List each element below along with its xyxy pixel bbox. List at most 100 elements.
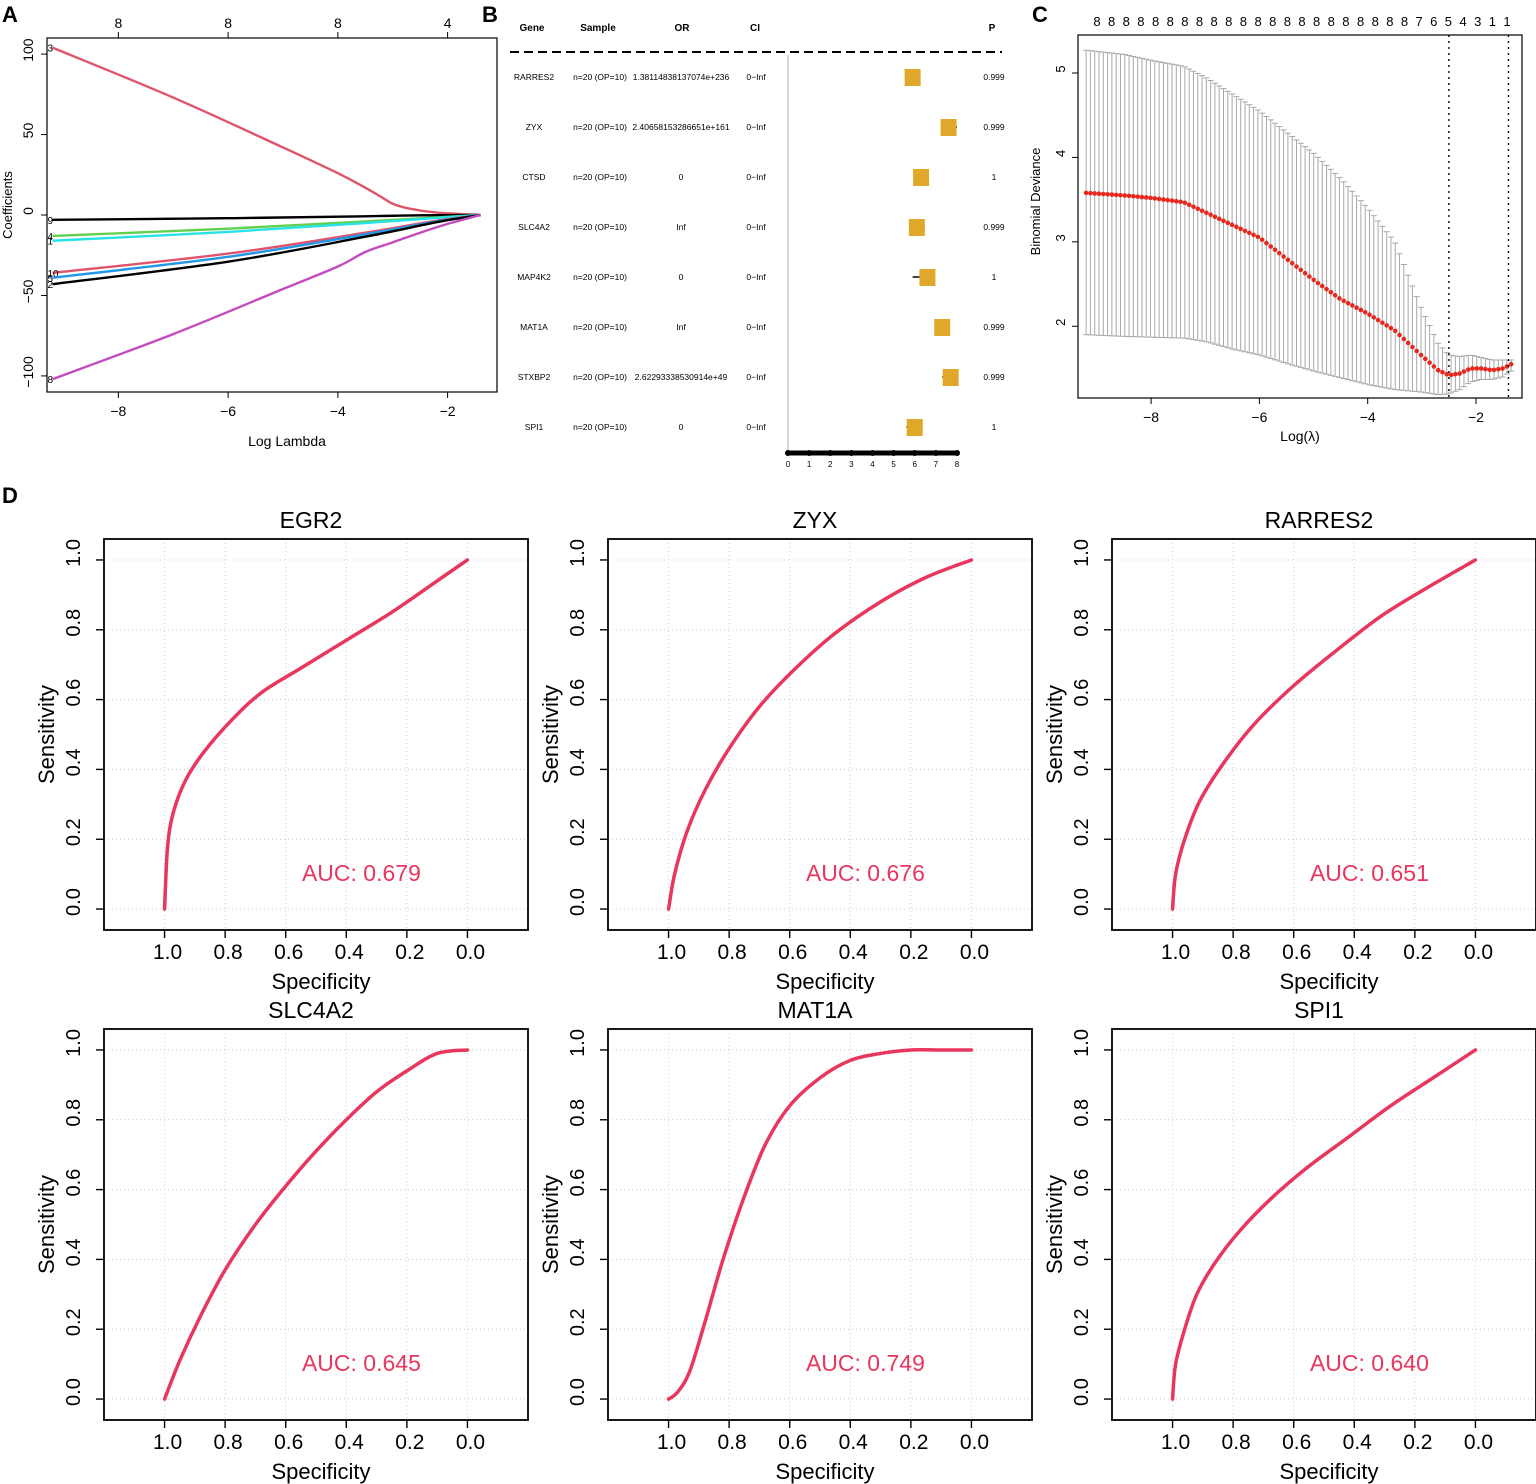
deviance-point xyxy=(1259,237,1265,243)
roc-title: EGR2 xyxy=(280,507,343,533)
deviance-point xyxy=(1328,289,1334,295)
deviance-point xyxy=(1212,214,1218,220)
p-value: 1 xyxy=(992,272,997,282)
y-tick-label: 0.8 xyxy=(63,1099,85,1127)
or-estimate-box xyxy=(919,269,936,286)
deviance-point xyxy=(1277,250,1282,256)
x-tick-label: 0.8 xyxy=(214,941,243,964)
top-tick-label: 8 xyxy=(334,15,342,31)
y-tick-label: 0.0 xyxy=(63,888,85,916)
sample-size: n=20 (OP=10) xyxy=(573,372,627,382)
auc-label: AUC: 0.640 xyxy=(1310,1350,1429,1376)
y-tick-label: −50 xyxy=(20,279,36,303)
x-axis-label: Specificity xyxy=(271,969,370,994)
x-tick-label: 0.2 xyxy=(395,941,424,964)
x-tick-label: 0.6 xyxy=(778,1431,807,1454)
deviance-point xyxy=(1465,367,1471,372)
deviance-point xyxy=(1474,366,1480,371)
y-tick-label: 4 xyxy=(1053,150,1068,157)
y-tick-label: 50 xyxy=(20,123,36,139)
deviance-point xyxy=(1109,192,1115,197)
y-tick-label: 0.8 xyxy=(567,1099,589,1127)
top-count-label: 8 xyxy=(1298,14,1305,29)
confidence-interval: 0−Inf xyxy=(746,322,766,332)
x-axis-label: Specificity xyxy=(1279,969,1378,994)
roc-plot-slc4a2: SLC4A2 1.0 0.8 0.6 0.4 0.2 0.0 0.0 0.2 0.4 0.6 0.8 1… xyxy=(34,997,529,1484)
forest-tick xyxy=(785,450,791,456)
top-tick-label: 4 xyxy=(444,15,452,31)
y-tick-label: 100 xyxy=(20,38,36,62)
deviance-point xyxy=(1302,270,1308,276)
deviance-point xyxy=(1169,198,1175,203)
deviance-point xyxy=(1354,305,1359,311)
y-tick-label: 0.0 xyxy=(1071,1378,1093,1406)
x-axis-label: Log Lambda xyxy=(248,433,326,449)
deviance-point xyxy=(1384,323,1389,328)
forest-tick-label: 3 xyxy=(849,460,854,469)
forest-tick-label: 1 xyxy=(807,460,812,469)
deviance-point xyxy=(1487,367,1493,373)
y-tick-label: 0.4 xyxy=(63,1239,85,1267)
top-count-label: 8 xyxy=(1357,14,1364,29)
deviance-point xyxy=(1289,260,1295,266)
top-count-label: 8 xyxy=(1152,14,1159,29)
path-label-3: 3 xyxy=(47,44,53,55)
roc-plot-egr2: EGR2 1.0 0.8 0.6 0.4 0.2 0.0 0.0 0.2 0.4 0.6 0.8 1.0… xyxy=(34,507,529,994)
x-tick-label: 0.2 xyxy=(395,1431,424,1454)
roc-title: ZYX xyxy=(793,507,838,533)
deviance-point xyxy=(1392,328,1398,334)
deviance-point xyxy=(1156,196,1162,202)
x-tick-label: 0.2 xyxy=(1403,941,1432,964)
roc-title: SLC4A2 xyxy=(268,997,354,1023)
roc-title: SPI1 xyxy=(1294,997,1344,1023)
deviance-point xyxy=(1410,344,1415,350)
gene-name: MAT1A xyxy=(520,322,548,332)
deviance-point xyxy=(1457,371,1462,376)
deviance-point xyxy=(1229,222,1235,228)
auc-label: AUC: 0.645 xyxy=(302,1350,421,1376)
deviance-point xyxy=(1294,264,1299,269)
deviance-point xyxy=(1324,286,1329,292)
x-tick-label: 0.4 xyxy=(839,941,869,964)
x-tick-label: −2 xyxy=(440,403,456,419)
forest-tick xyxy=(869,450,876,456)
y-tick-label: 0.8 xyxy=(63,609,85,637)
top-count-label: 8 xyxy=(1137,14,1144,29)
deviance-point xyxy=(1440,369,1445,375)
y-tick-label: 0.2 xyxy=(1071,818,1093,846)
deviance-point xyxy=(1088,190,1093,196)
deviance-point xyxy=(1414,348,1420,354)
column-header: P xyxy=(989,23,996,34)
x-tick-label: 0.0 xyxy=(960,941,989,964)
x-tick-label: −8 xyxy=(110,403,126,419)
x-tick-label: 0.2 xyxy=(899,941,928,964)
top-count-label: 8 xyxy=(1254,14,1261,29)
y-tick-label: 0.4 xyxy=(1071,749,1093,777)
deviance-point xyxy=(1281,254,1286,259)
or-estimate-box xyxy=(942,369,959,386)
x-axis-label: Specificity xyxy=(271,1459,370,1484)
y-axis-label: Sensitivity xyxy=(1042,685,1067,784)
roc-curve xyxy=(666,558,974,911)
odds-ratio: Inf xyxy=(676,222,686,232)
y-tick-label: 0.2 xyxy=(567,1308,589,1336)
panel-letter-a: A xyxy=(2,2,18,27)
deviance-point xyxy=(1139,194,1145,200)
top-count-label: 8 xyxy=(1196,14,1203,29)
deviance-point xyxy=(1195,206,1201,212)
odds-ratio: 0 xyxy=(679,272,684,282)
y-tick-label: 0.8 xyxy=(1071,1099,1093,1127)
y-tick-label: 1.0 xyxy=(63,539,85,567)
deviance-point xyxy=(1208,212,1213,218)
forest-plot: Gene Sample OR CI P RARRES2 n=20 (OP=10) 1.3811… xyxy=(510,23,1005,469)
gene-name: SPI1 xyxy=(525,422,544,432)
x-tick-label: 0.0 xyxy=(456,1431,485,1454)
deviance-point xyxy=(1285,257,1291,263)
x-tick-label: 0.0 xyxy=(1464,941,1493,964)
x-tick-label: 0.4 xyxy=(1343,941,1373,964)
forest-tick-label: 7 xyxy=(934,460,939,469)
deviance-point xyxy=(1388,325,1394,331)
y-tick-label: 0.8 xyxy=(567,609,589,637)
auc-label: AUC: 0.679 xyxy=(302,860,421,886)
gene-name: ZYX xyxy=(526,122,543,132)
